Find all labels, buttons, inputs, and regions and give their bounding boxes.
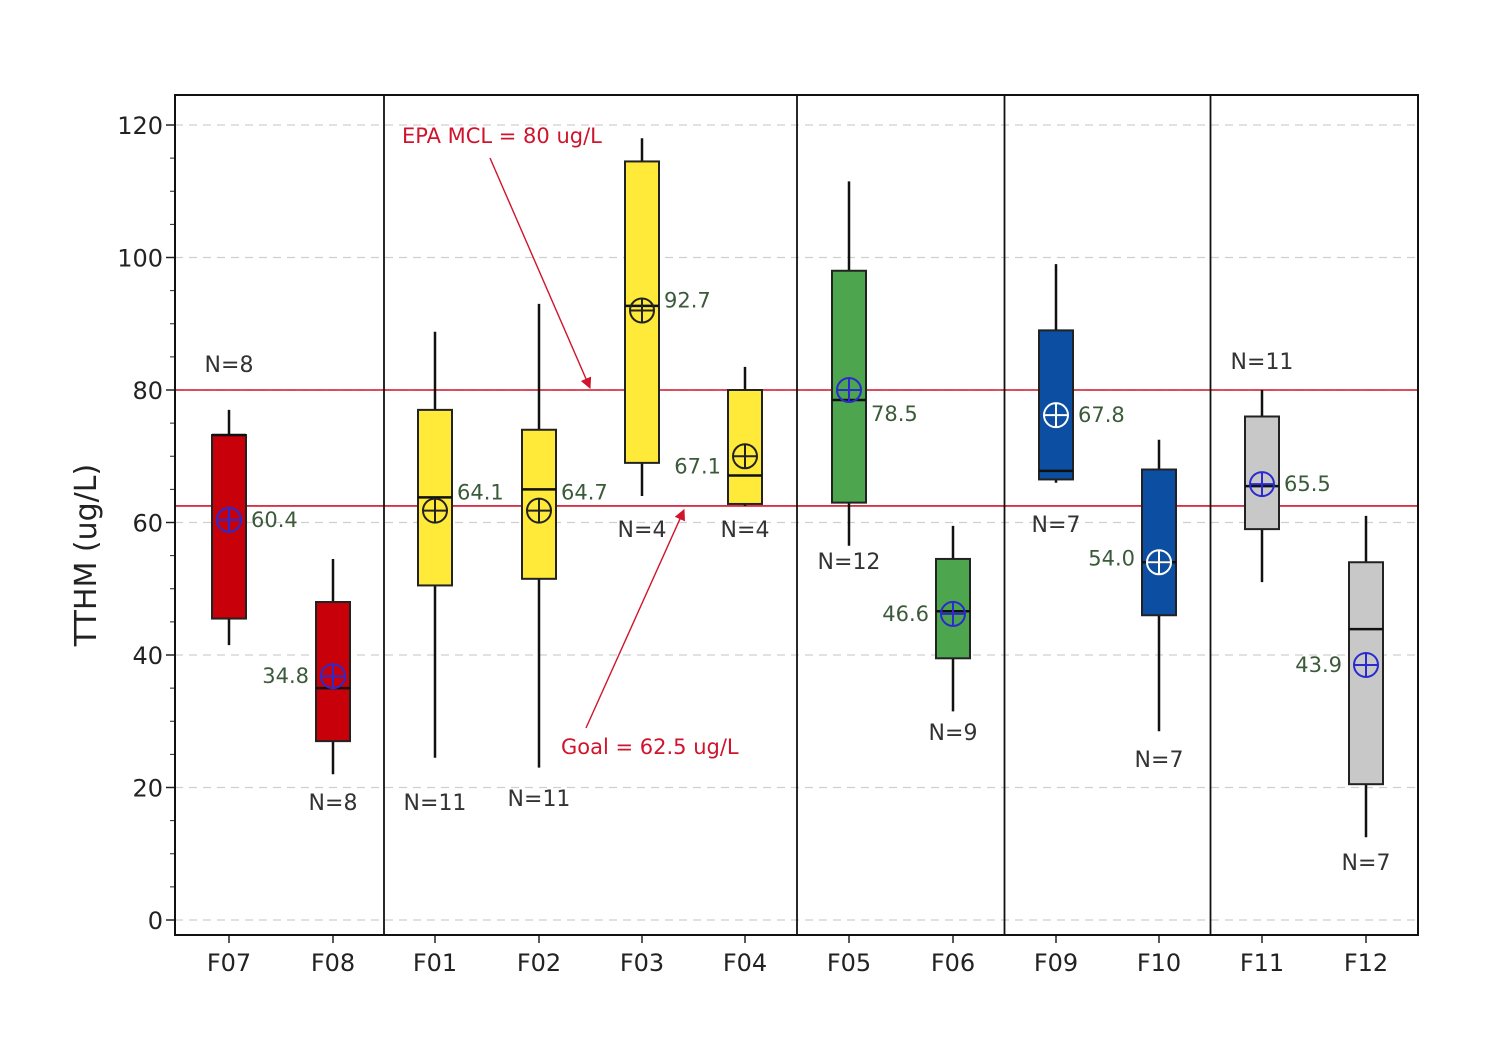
annotation-arrow-mcl [489,157,592,390]
mean-label-f10: 54.0 [1088,546,1135,570]
y-tick-label: 120 [117,112,163,140]
x-tick-label-f09: F09 [1034,949,1078,977]
x-tick-label-f01: F01 [413,949,457,977]
mean-label-f03: 92.7 [664,289,711,313]
x-tick-label-f04: F04 [723,949,767,977]
y-tick-label: 20 [132,775,163,803]
n-label-f07: N=8 [205,353,254,378]
mean-label-f08: 34.8 [262,664,309,688]
annotation-epa-mcl: EPA MCL = 80 ug/L [402,124,602,148]
n-label-f05: N=12 [818,550,881,575]
mean-label-f02: 64.7 [561,481,608,505]
y-axis-label: TTHM (ug/L) [69,464,104,647]
data-labels: 60.4 N=8 34.8 N=8 64.1 N=11 64.7 N=11 92.7 N=4 67.… [205,289,1391,877]
annotations: EPA MCL = 80 ug/L Goal = 62.5 ug/L [402,124,739,759]
n-label-f02: N=11 [508,787,571,812]
x-tick-label-f08: F08 [311,949,355,977]
n-label-f12: N=7 [1342,851,1391,876]
mean-label-f06: 46.6 [882,602,929,626]
box-f10 [1141,468,1177,617]
y-tick-label: 80 [132,377,163,405]
box-f07 [211,434,247,620]
plot-frame [174,94,1419,936]
mean-label-f09: 67.8 [1078,403,1125,427]
n-label-f01: N=11 [404,791,467,816]
n-label-f03: N=4 [618,518,667,543]
mean-label-f05: 78.5 [871,402,918,426]
mean-label-f11: 65.5 [1284,472,1331,496]
mean-label-f04: 67.1 [674,454,721,478]
boxes [211,138,1384,838]
y-tick-label: 60 [132,510,163,538]
x-tick-label-f11: F11 [1240,949,1284,977]
mean-label-f01: 64.1 [457,481,504,505]
y-tick-label: 100 [117,245,163,273]
n-label-f04: N=4 [721,518,770,543]
annotation-goal: Goal = 62.5 ug/L [561,735,739,759]
x-tick-label-f02: F02 [517,949,561,977]
n-label-f08: N=8 [309,791,358,816]
x-tick-label-f05: F05 [827,949,871,977]
n-label-f09: N=7 [1032,513,1081,538]
x-tick-label-f07: F07 [207,949,251,977]
y-tick-label: 0 [148,907,163,935]
x-tick-label-f10: F10 [1137,949,1181,977]
y-tick-label: 40 [132,642,163,670]
annotation-arrow-goal [585,508,685,729]
x-tick-label-f12: F12 [1344,949,1388,977]
x-tick-label-f03: F03 [620,949,664,977]
mean-label-f12: 43.9 [1295,653,1342,677]
axes: 0 20 40 60 80 100 120 F07 F08 F01 F02 F03 F04 F05 F06 F… [69,94,1419,977]
n-label-f11: N=11 [1231,350,1294,375]
n-label-f10: N=7 [1135,748,1184,773]
n-label-f06: N=9 [929,721,978,746]
mean-label-f07: 60.4 [251,508,298,532]
panel-dividers [383,95,1212,935]
x-tick-label-f06: F06 [931,949,975,977]
